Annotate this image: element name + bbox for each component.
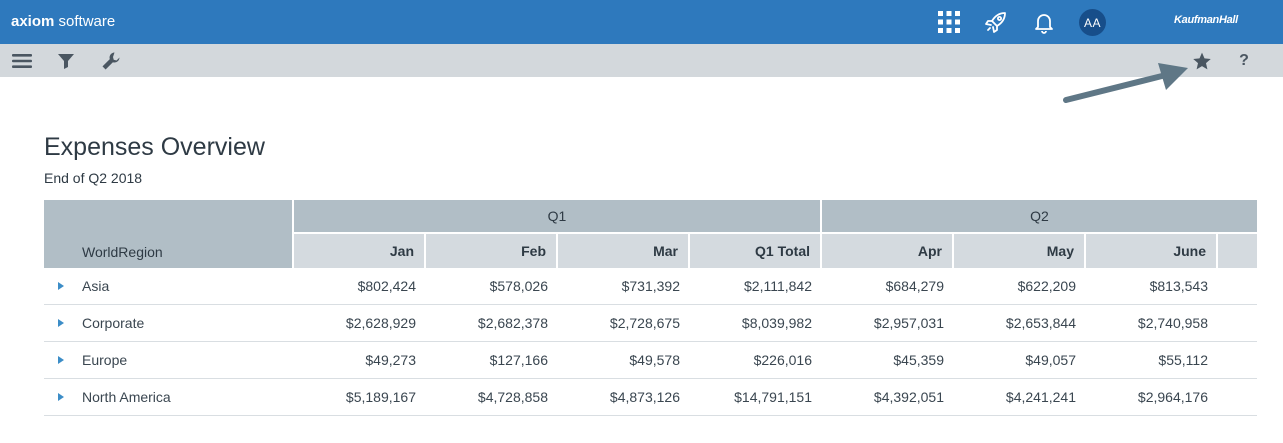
cell-jan: $49,273 — [365, 352, 416, 368]
cell-jan: $5,189,167 — [345, 389, 416, 405]
cell-feb: $4,728,858 — [477, 389, 548, 405]
cell-apr: $2,957,031 — [873, 315, 944, 331]
menu-icon[interactable] — [10, 49, 34, 73]
bell-icon[interactable] — [1030, 8, 1058, 36]
cell-june: $2,740,958 — [1137, 315, 1208, 331]
cell-may: $2,653,844 — [1005, 315, 1076, 331]
cell-q1-total: $8,039,982 — [741, 315, 812, 331]
help-button[interactable]: ? — [1239, 52, 1249, 69]
row-label: Asia — [82, 278, 110, 294]
cell-feb: $578,026 — [489, 278, 548, 294]
cell-june: $2,964,176 — [1137, 389, 1208, 405]
filter-icon[interactable] — [54, 49, 78, 73]
group-header-q2: Q2 — [822, 200, 1257, 232]
cell-mar: $731,392 — [621, 278, 680, 294]
toolbar: ? — [0, 44, 1283, 77]
column-header-june[interactable]: June — [1086, 234, 1216, 268]
column-header-apr[interactable]: Apr — [822, 234, 952, 268]
group-header-q1: Q1 — [294, 200, 820, 232]
column-header-mar[interactable]: Mar — [558, 234, 688, 268]
cell-apr: $684,279 — [885, 278, 944, 294]
row-label: Corporate — [82, 315, 145, 331]
column-header-jan[interactable]: Jan — [294, 234, 424, 268]
cell-feb: $127,166 — [489, 352, 548, 368]
brand-logo[interactable]: axiom software — [11, 12, 115, 32]
cell-q1-total: $2,111,842 — [744, 278, 812, 294]
expand-icon[interactable] — [58, 319, 64, 327]
table-row[interactable]: Corporate $2,628,929 $2,682,378 $2,728,6… — [44, 305, 1257, 342]
column-header-feb[interactable]: Feb — [426, 234, 556, 268]
table-row[interactable]: North America $5,189,167 $4,728,858 $4,8… — [44, 379, 1257, 416]
report-title: Expenses Overview — [44, 133, 265, 161]
row-label: Europe — [82, 352, 128, 368]
cell-may: $49,057 — [1025, 352, 1076, 368]
table-row[interactable]: Asia $802,424 $578,026 $731,392 $2,111,8… — [44, 268, 1257, 305]
cell-q1-total: $226,016 — [753, 352, 812, 368]
rocket-icon[interactable] — [982, 8, 1010, 36]
row-label: North America — [82, 389, 171, 405]
star-icon[interactable] — [1190, 49, 1214, 73]
apps-grid-icon[interactable] — [935, 8, 963, 36]
expand-icon[interactable] — [58, 393, 64, 401]
cell-feb: $2,682,378 — [477, 315, 548, 331]
row-header-cell: WorldRegion — [44, 200, 292, 268]
cell-mar: $4,873,126 — [609, 389, 680, 405]
annotation-arrow — [1063, 63, 1188, 103]
cell-may: $622,209 — [1017, 278, 1076, 294]
user-avatar[interactable]: AA — [1079, 9, 1106, 36]
row-header-label: WorldRegion — [82, 244, 163, 260]
cell-jan: $802,424 — [357, 278, 416, 294]
cell-q1-total: $14,791,151 — [734, 389, 812, 405]
column-header-q1-total[interactable]: Q1 Total — [690, 234, 820, 268]
cell-mar: $49,578 — [629, 352, 680, 368]
column-header-may[interactable]: May — [954, 234, 1084, 268]
expand-icon[interactable] — [58, 282, 64, 290]
cell-apr: $4,392,051 — [873, 389, 944, 405]
cell-mar: $2,728,675 — [609, 315, 680, 331]
vendor-logo: KaufmanHall — [1174, 14, 1238, 26]
column-header-overflow — [1218, 234, 1257, 268]
cell-may: $4,241,241 — [1005, 389, 1076, 405]
cell-apr: $45,359 — [893, 352, 944, 368]
cell-jan: $2,628,929 — [345, 315, 416, 331]
cell-june: $813,543 — [1149, 278, 1208, 294]
table-row[interactable]: Europe $49,273 $127,166 $49,578 $226,016… — [44, 342, 1257, 379]
expand-icon[interactable] — [58, 356, 64, 364]
wrench-icon[interactable] — [99, 49, 123, 73]
brand-bold: axiom — [11, 13, 55, 30]
brand-rest: software — [54, 13, 116, 30]
report-subtitle: End of Q2 2018 — [44, 170, 143, 186]
top-bar: axiom software — [0, 0, 1283, 44]
cell-june: $55,112 — [1158, 352, 1208, 368]
